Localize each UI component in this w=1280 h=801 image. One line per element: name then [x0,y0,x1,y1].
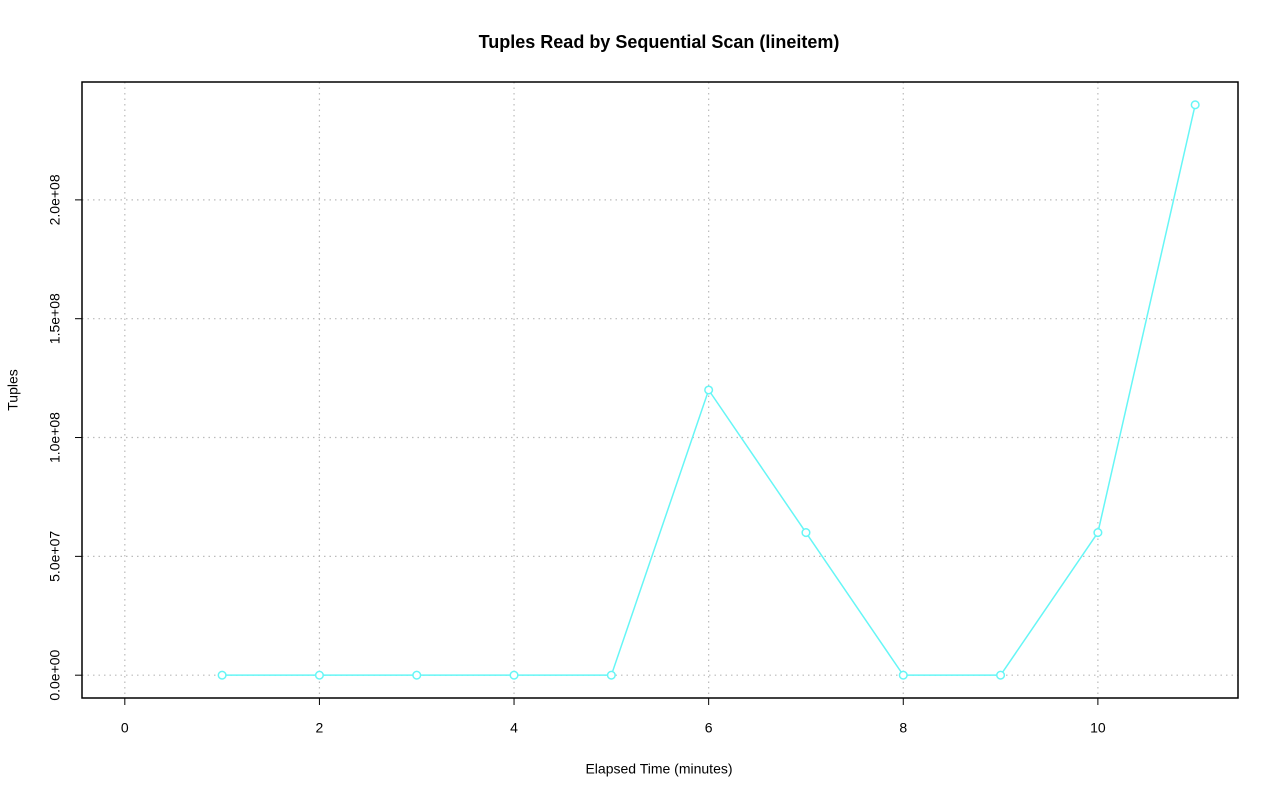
data-point [704,385,714,395]
data-point [314,670,324,680]
plot-frame [81,81,1239,699]
chart-title: Tuples Read by Sequential Scan (lineitem… [479,32,840,52]
x-tick-label: 4 [510,720,518,736]
y-tick-label: 0.0e+00 [47,649,63,700]
data-point [1093,528,1103,538]
data-point [509,670,519,680]
x-axis-label: Elapsed Time (minutes) [585,761,732,777]
y-axis-label: Tuples [5,369,21,411]
x-tick-label: 8 [899,720,907,736]
x-tick-label: 6 [705,720,713,736]
data-point [898,670,908,680]
data-point [996,670,1006,680]
data-point [801,528,811,538]
data-point [1190,100,1200,110]
y-tick-label: 2.0e+08 [47,174,63,225]
x-tick-label: 0 [121,720,129,736]
y-tick-label: 1.0e+08 [47,412,63,463]
data-point [217,670,227,680]
data-point [606,670,616,680]
data-point [412,670,422,680]
y-tick-label: 1.5e+08 [47,293,63,344]
y-tick-label: 5.0e+07 [47,531,63,582]
x-tick-label: 2 [316,720,324,736]
x-tick-label: 10 [1090,720,1106,736]
